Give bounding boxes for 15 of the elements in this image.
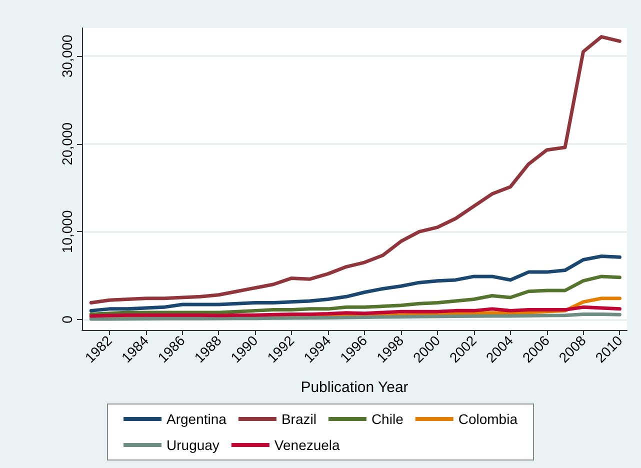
y-tick-label: 30,000 xyxy=(59,34,75,78)
legend-label: Chile xyxy=(371,411,404,427)
y-tick-label: 0 xyxy=(59,315,75,324)
line-series xyxy=(89,35,622,305)
legend-label: Venezuela xyxy=(274,437,340,453)
x-axis-title: Publication Year xyxy=(300,379,408,396)
line-series xyxy=(89,274,622,316)
line-series xyxy=(89,305,622,318)
line-series xyxy=(89,254,622,312)
y-tick-label: 20,000 xyxy=(59,122,75,166)
legend-label: Colombia xyxy=(458,411,518,427)
legend-label: Uruguay xyxy=(166,437,220,453)
y-tick-label: 10,000 xyxy=(59,210,75,254)
legend-label: Argentina xyxy=(166,411,227,427)
legend-label: Brazil xyxy=(281,411,316,427)
